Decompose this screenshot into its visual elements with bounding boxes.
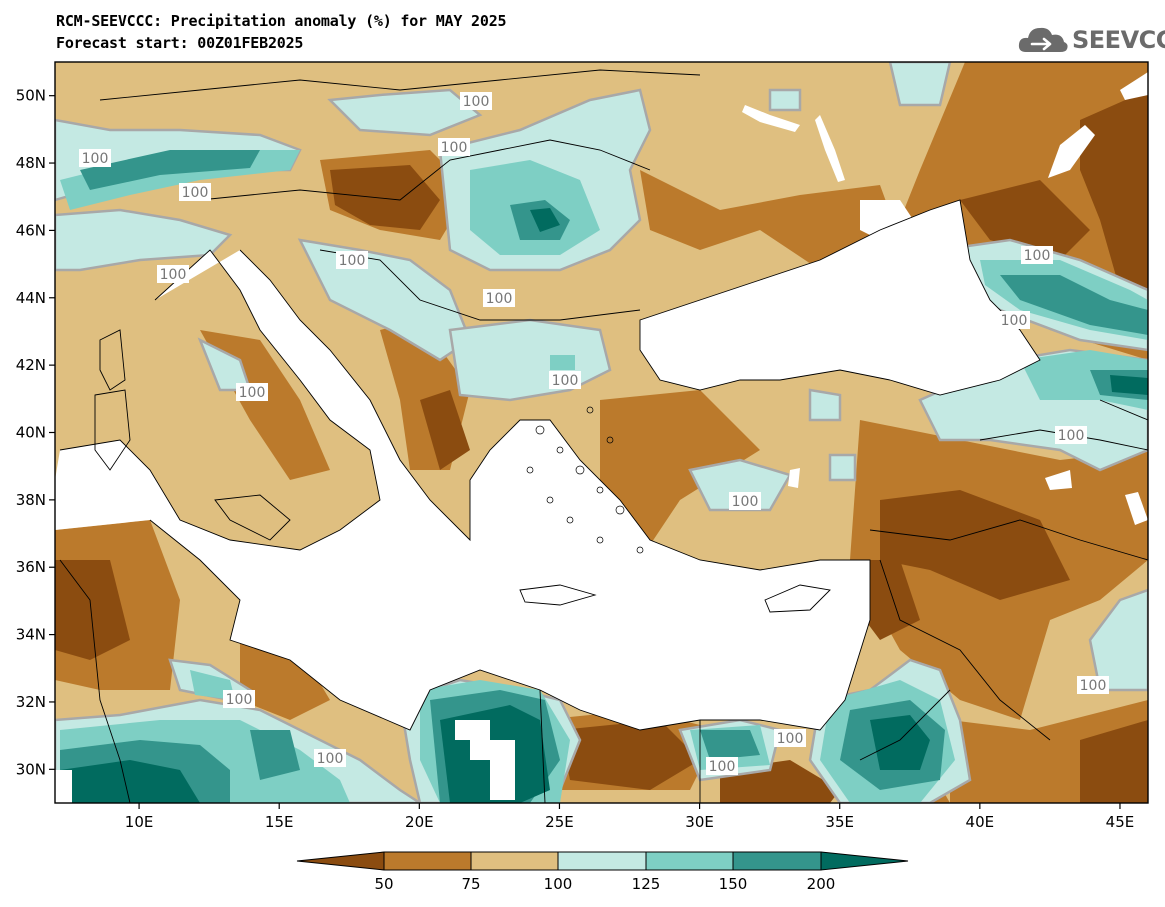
contour-label: 100 <box>157 265 189 283</box>
cloud-icon <box>1018 27 1068 52</box>
lat-tick-label: 40N <box>16 424 46 442</box>
colorbar-swatch-50-75 <box>383 851 472 871</box>
lat-tick-label: 44N <box>16 289 46 307</box>
lakes <box>595 72 1148 628</box>
contour-label: 100 <box>336 251 368 269</box>
lat-tick-label: 34N <box>16 626 46 644</box>
lat-tick-label: 46N <box>16 221 46 239</box>
contour-label: 100 <box>314 749 346 767</box>
contour-label: 100 <box>706 757 738 775</box>
svg-text:100: 100 <box>1080 678 1107 694</box>
contour-label: 100 <box>998 311 1030 329</box>
svg-text:100: 100 <box>1001 313 1028 329</box>
contour-label: 100 <box>438 138 470 156</box>
lat-tick-label: 48N <box>16 154 46 172</box>
svg-text:100: 100 <box>182 185 209 201</box>
svg-text:100: 100 <box>1024 248 1051 264</box>
lon-tick-label: 15E <box>265 813 294 831</box>
contour-labels: 100 100 100 100 100 100 100 100 100 100 … <box>79 92 1109 775</box>
lon-tick-label: 30E <box>685 813 714 831</box>
map-title: RCM-SEEVCCC: Precipitation anomaly (%) f… <box>56 12 507 30</box>
contour-label: 100 <box>483 289 515 307</box>
map-fields: 100 100 100 100 100 100 100 100 100 100 … <box>55 62 1148 803</box>
contour-label: 100 <box>549 371 581 389</box>
svg-text:100: 100 <box>463 94 490 110</box>
lat-tick-label: 32N <box>16 693 46 711</box>
seevccc-logo: SEEVCCC <box>1018 22 1165 56</box>
colorbar-label: 75 <box>461 875 480 893</box>
contour-label: 100 <box>729 492 761 510</box>
contour-label: 100 <box>1055 426 1087 444</box>
svg-text:100: 100 <box>317 751 344 767</box>
colorbar: 50 75 100 125 150 200 <box>296 851 909 893</box>
lat-tick-label: 42N <box>16 356 46 374</box>
svg-text:100: 100 <box>339 253 366 269</box>
lat-tick-label: 30N <box>16 760 46 778</box>
latitude-axis: 50N 48N 46N 44N 42N 40N 38N 36N 34N 32N 30N <box>16 87 55 778</box>
svg-text:100: 100 <box>239 385 266 401</box>
svg-text:100: 100 <box>1058 428 1085 444</box>
svg-text:100: 100 <box>441 140 468 156</box>
svg-text:100: 100 <box>709 759 736 775</box>
aegean-islands <box>526 406 644 554</box>
lat-tick-label: 50N <box>16 87 46 105</box>
colorbar-label: 125 <box>632 875 661 893</box>
lon-tick-label: 25E <box>545 813 574 831</box>
sea-mask <box>55 200 1040 803</box>
contour-label: 100 <box>1021 246 1053 264</box>
lat-tick-label: 38N <box>16 491 46 509</box>
forecast-start-subtitle: Forecast start: 00Z01FEB2025 <box>56 34 304 52</box>
colorbar-swatch-above-200 <box>820 851 909 871</box>
lon-tick-label: 45E <box>1106 813 1135 831</box>
colorbar-swatch-below-50 <box>296 851 385 871</box>
svg-text:100: 100 <box>777 731 804 747</box>
contour-label: 100 <box>179 183 211 201</box>
lon-tick-label: 10E <box>125 813 154 831</box>
svg-text:100: 100 <box>486 291 513 307</box>
svg-text:100: 100 <box>552 373 579 389</box>
colorbar-swatch-100-125 <box>557 851 647 871</box>
svg-text:100: 100 <box>160 267 187 283</box>
contour-label: 100 <box>1077 676 1109 694</box>
contour-label: 100 <box>774 729 806 747</box>
contour-label: 100 <box>236 383 268 401</box>
svg-text:100: 100 <box>226 692 253 708</box>
lon-tick-label: 40E <box>966 813 995 831</box>
contour-label: 100 <box>223 690 255 708</box>
contour-label: 100 <box>79 149 111 167</box>
field-below-50 <box>55 90 1148 803</box>
lon-tick-label: 20E <box>405 813 434 831</box>
colorbar-swatch-150-200 <box>732 851 822 871</box>
logo-text: SEEVCCC <box>1072 26 1165 54</box>
lat-tick-label: 36N <box>16 558 46 576</box>
svg-text:100: 100 <box>82 151 109 167</box>
colorbar-label: 200 <box>807 875 836 893</box>
colorbar-label: 50 <box>374 875 393 893</box>
colorbar-swatch-75-100 <box>470 851 559 871</box>
colorbar-swatch-125-150 <box>645 851 734 871</box>
lon-tick-label: 35E <box>825 813 854 831</box>
coastlines-and-borders <box>59 69 1148 803</box>
contour-label: 100 <box>460 92 492 110</box>
svg-text:100: 100 <box>732 494 759 510</box>
colorbar-label: 100 <box>544 875 573 893</box>
longitude-axis: 10E 15E 20E 25E 30E 35E 40E 45E <box>125 803 1134 831</box>
colorbar-label: 150 <box>719 875 748 893</box>
